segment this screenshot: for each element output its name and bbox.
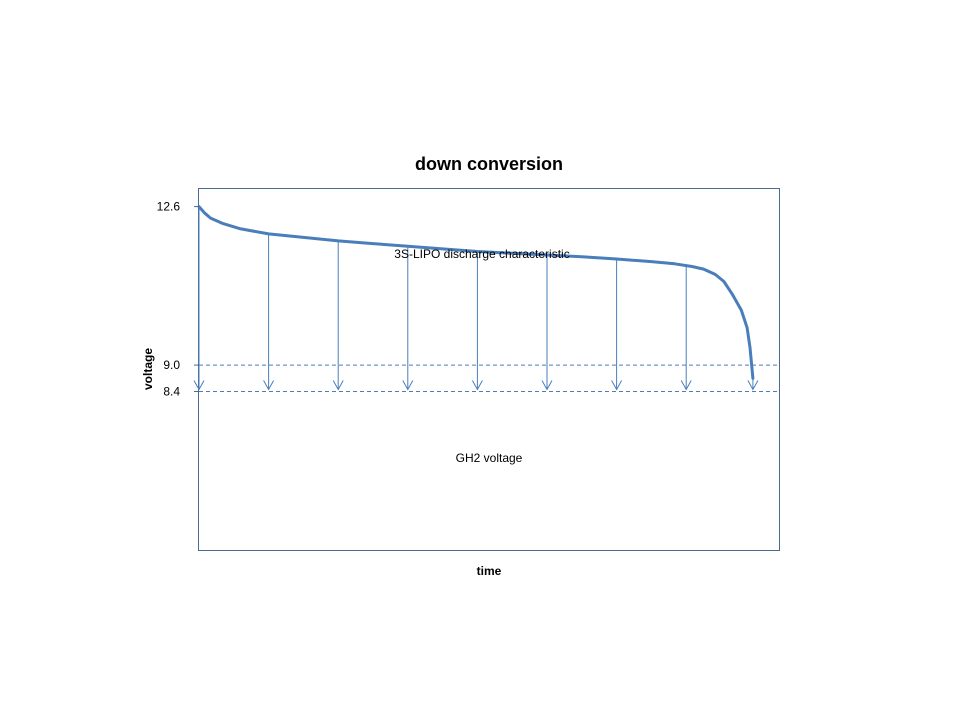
y-tick-label: 9.0 bbox=[163, 358, 180, 372]
reference-annotation: GH2 voltage bbox=[456, 451, 523, 465]
conversion-arrows bbox=[193, 206, 759, 391]
arrow-head bbox=[332, 380, 344, 391]
series-annotation: 3S-LIPO discharge characteristic bbox=[394, 247, 569, 261]
conversion-arrow-4 bbox=[471, 251, 483, 391]
conversion-arrow-7 bbox=[680, 265, 692, 391]
chart-title: down conversion bbox=[415, 154, 563, 174]
arrow-head bbox=[471, 380, 483, 391]
plot-area bbox=[198, 188, 780, 551]
y-tick-label: 8.4 bbox=[163, 385, 180, 399]
series-line-3s-lipo bbox=[197, 205, 755, 380]
arrow-head bbox=[402, 380, 414, 391]
conversion-arrow-0 bbox=[193, 206, 205, 391]
y-tick-label: 12.6 bbox=[157, 200, 181, 214]
y-axis-ticks: 12.6 9.0 8.4 bbox=[157, 200, 199, 399]
arrow-head bbox=[263, 380, 275, 391]
x-axis-label: time bbox=[477, 564, 502, 578]
reference-lines bbox=[199, 364, 779, 393]
y-axis-label: voltage bbox=[141, 348, 155, 390]
conversion-arrow-3 bbox=[402, 246, 414, 391]
arrow-head bbox=[541, 380, 553, 391]
conversion-arrow-8 bbox=[747, 378, 759, 391]
arrow-head bbox=[193, 380, 205, 391]
conversion-arrow-1 bbox=[263, 233, 275, 391]
conversion-arrow-2 bbox=[332, 240, 344, 391]
arrow-head bbox=[680, 380, 692, 391]
arrow-head bbox=[611, 380, 623, 391]
conversion-arrow-5 bbox=[541, 255, 553, 391]
arrow-head bbox=[747, 380, 759, 391]
conversion-arrow-6 bbox=[611, 258, 623, 391]
